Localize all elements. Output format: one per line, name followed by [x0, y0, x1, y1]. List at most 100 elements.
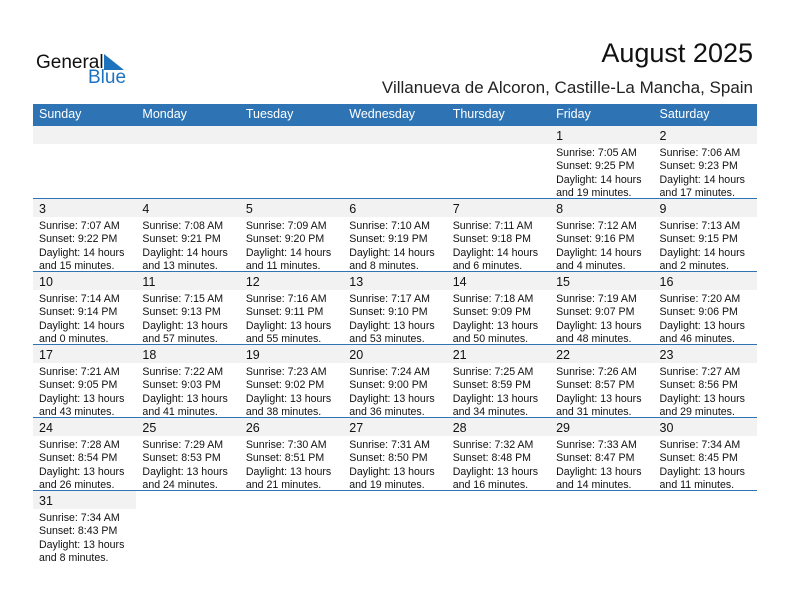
sun-info: Sunrise: 7:08 AM Sunset: 9:21 PM Daylight:…: [142, 220, 239, 274]
sunset-text: Sunset: 9:03 PM: [142, 379, 221, 392]
sun-info: Sunrise: 7:15 AM Sunset: 9:13 PM Daylight:…: [142, 293, 239, 347]
day-cell: 20 Sunrise: 7:24 AM Sunset: 9:00 PM Dayligh…: [343, 345, 446, 419]
day-cell: 22 Sunrise: 7:26 AM Sunset: 8:57 PM Dayligh…: [550, 345, 653, 418]
day-cell: 12 Sunrise: 7:16 AM Sunset: 9:11 PM Dayligh…: [240, 272, 343, 347]
daylight2-text: and 15 minutes.: [39, 260, 115, 273]
daylight2-text: and 19 minutes.: [349, 479, 425, 492]
sunset-text: Sunset: 9:20 PM: [245, 233, 325, 246]
day-cell: 8 Sunrise: 7:12 AM Sunset: 9:16 PM Daylight…: [550, 199, 653, 272]
daylight2-text: and 13 minutes.: [142, 260, 218, 273]
sun-info: Sunrise: 7:31 AM Sunset: 8:50 PM Daylight:…: [349, 439, 446, 493]
sun-info: Sunrise: 7:25 AM Sunset: 8:59 PM Daylight:…: [453, 366, 550, 420]
day-number: 22: [556, 348, 571, 362]
sunset-text: Sunset: 9:02 PM: [245, 379, 325, 392]
daylight2-text: and 16 minutes.: [452, 479, 529, 492]
daylight1-text: Daylight: 14 hours: [39, 319, 125, 332]
sunrise-text: Sunrise: 7:34 AM: [39, 512, 120, 524]
daylight2-text: and 34 minutes.: [452, 406, 529, 419]
sunset-text: Sunset: 9:13 PM: [142, 306, 221, 319]
weekday-saturday: Saturday: [659, 107, 710, 121]
sunset-text: Sunset: 9:06 PM: [659, 306, 738, 319]
daylight2-text: and 38 minutes.: [245, 406, 322, 419]
day-number: 19: [245, 348, 260, 362]
daylight1-text: Daylight: 13 hours: [245, 392, 332, 405]
sunset-text: Sunset: 8:54 PM: [39, 452, 118, 465]
weekday-tuesday: Tuesday: [245, 107, 294, 121]
day-number: 23: [659, 348, 674, 362]
sunrise-text: Sunrise: 7:23 AM: [245, 366, 327, 378]
day-number: 17: [39, 348, 53, 362]
daylight2-text: and 53 minutes.: [349, 333, 425, 346]
empty-cell: [343, 491, 446, 563]
daylight2-text: and 36 minutes.: [349, 406, 425, 419]
sunset-text: Sunset: 8:50 PM: [349, 452, 428, 465]
sun-info: Sunrise: 7:20 AM Sunset: 9:06 PM Daylight:…: [660, 293, 757, 347]
daylight1-text: Daylight: 14 hours: [556, 246, 642, 259]
daylight2-text: and 21 minutes.: [245, 479, 322, 492]
sunrise-text: Sunrise: 7:34 AM: [659, 439, 741, 451]
daylight1-text: Daylight: 13 hours: [245, 465, 332, 478]
sunset-text: Sunset: 9:00 PM: [349, 379, 428, 392]
sun-info: Sunrise: 7:34 AM Sunset: 8:43 PM Daylight:…: [39, 512, 136, 566]
sun-info: Sunrise: 7:13 AM Sunset: 9:15 PM Daylight:…: [660, 220, 757, 274]
day-number: 15: [556, 275, 571, 289]
day-number: 11: [142, 275, 156, 289]
daylight1-text: Daylight: 13 hours: [452, 392, 539, 405]
daylight2-text: and 8 minutes.: [39, 552, 109, 565]
day-cell: 3 Sunrise: 7:07 AM Sunset: 9:22 PM Daylight…: [33, 199, 136, 273]
sunrise-text: Sunrise: 7:24 AM: [349, 366, 430, 378]
sunset-text: Sunset: 9:10 PM: [349, 306, 428, 319]
daylight1-text: Daylight: 13 hours: [659, 465, 745, 478]
sunset-text: Sunset: 9:05 PM: [39, 379, 118, 392]
empty-cell: [240, 491, 343, 563]
sunrise-text: Sunrise: 7:32 AM: [452, 439, 534, 451]
day-number: 26: [245, 421, 260, 435]
daylight1-text: Daylight: 13 hours: [245, 319, 332, 332]
sunset-text: Sunset: 8:57 PM: [556, 379, 635, 392]
daylight2-text: and 0 minutes.: [39, 333, 109, 346]
sunrise-text: Sunrise: 7:33 AM: [556, 439, 637, 451]
day-number: 18: [142, 348, 157, 362]
daylight2-text: and 48 minutes.: [556, 333, 632, 346]
day-number: 24: [39, 421, 53, 435]
sun-info: Sunrise: 7:16 AM Sunset: 9:11 PM Daylight:…: [246, 293, 343, 347]
daylight1-text: Daylight: 13 hours: [142, 392, 228, 405]
day-cell: 28 Sunrise: 7:32 AM Sunset: 8:48 PM Dayligh…: [447, 418, 550, 492]
sun-info: Sunrise: 7:28 AM Sunset: 8:54 PM Daylight:…: [39, 439, 136, 493]
daylight2-text: and 50 minutes.: [452, 333, 529, 346]
day-cell: 18 Sunrise: 7:22 AM Sunset: 9:03 PM Dayligh…: [136, 345, 239, 418]
sunset-text: Sunset: 9:22 PM: [39, 233, 118, 246]
sunset-text: Sunset: 9:25 PM: [556, 160, 635, 173]
daylight2-text: and 24 minutes.: [142, 479, 218, 492]
sunset-text: Sunset: 9:19 PM: [349, 233, 428, 246]
daylight1-text: Daylight: 13 hours: [349, 319, 435, 332]
sunrise-text: Sunrise: 7:18 AM: [452, 293, 534, 305]
sunrise-text: Sunrise: 7:08 AM: [142, 220, 224, 232]
daylight1-text: Daylight: 13 hours: [39, 538, 125, 551]
sunset-text: Sunset: 8:51 PM: [245, 452, 325, 465]
sunrise-text: Sunrise: 7:31 AM: [349, 439, 430, 451]
sunrise-text: Sunrise: 7:07 AM: [39, 220, 120, 232]
sunrise-text: Sunrise: 7:17 AM: [349, 293, 430, 305]
sunrise-text: Sunrise: 7:16 AM: [245, 293, 327, 305]
day-number: 6: [349, 202, 357, 216]
sunrise-text: Sunrise: 7:22 AM: [142, 366, 224, 378]
daylight1-text: Daylight: 13 hours: [556, 392, 642, 405]
weekday-sunday: Sunday: [39, 107, 82, 121]
calendar-week: 31 Sunrise: 7:34 AM Sunset: 8:43 PM Dayligh…: [33, 491, 757, 566]
empty-cell: [654, 491, 757, 563]
sunset-text: Sunset: 9:09 PM: [452, 306, 532, 319]
sunrise-text: Sunrise: 7:21 AM: [39, 366, 120, 378]
empty-cell: [447, 491, 550, 563]
daylight1-text: Daylight: 14 hours: [659, 246, 745, 259]
daylight1-text: Daylight: 14 hours: [39, 246, 125, 259]
daylight1-text: Daylight: 13 hours: [556, 465, 642, 478]
day-cell: 10 Sunrise: 7:14 AM Sunset: 9:14 PM Dayligh…: [33, 272, 136, 346]
sun-info: Sunrise: 7:06 AM Sunset: 9:23 PM Daylight:…: [660, 147, 757, 201]
empty-cell: [33, 126, 136, 198]
sunrise-text: Sunrise: 7:10 AM: [349, 220, 430, 232]
daylight2-text: and 6 minutes.: [452, 260, 523, 273]
day-number: 25: [142, 421, 157, 435]
daylight2-text: and 46 minutes.: [659, 333, 735, 346]
sunrise-text: Sunrise: 7:20 AM: [659, 293, 741, 305]
